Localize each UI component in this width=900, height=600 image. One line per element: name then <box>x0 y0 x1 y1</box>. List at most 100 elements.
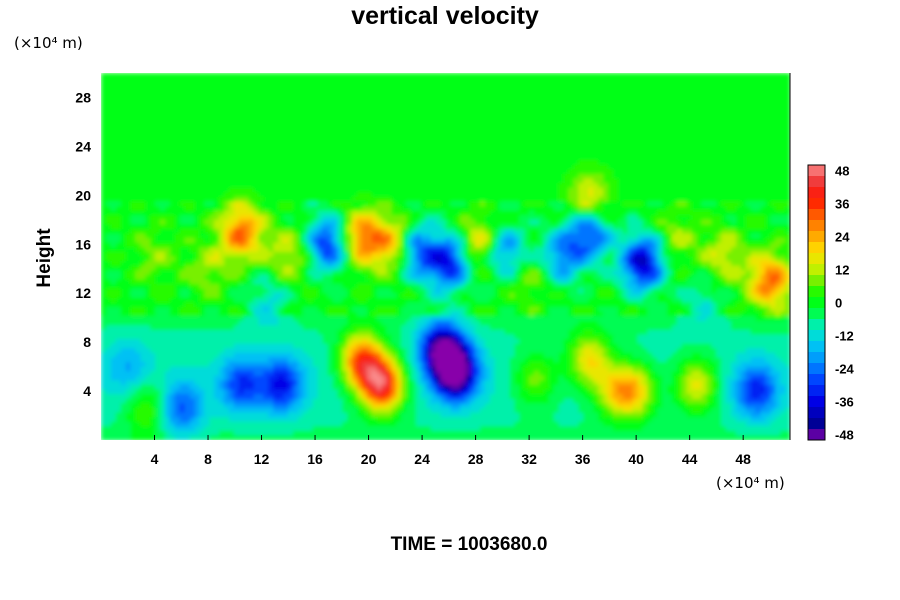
field-cell <box>135 128 141 134</box>
field-cell <box>726 128 732 134</box>
field-cell <box>297 132 304 138</box>
field-cell <box>101 118 107 125</box>
field-cell <box>258 128 265 134</box>
field-cell <box>105 109 112 115</box>
field-cell <box>760 192 766 198</box>
field-cell <box>155 123 161 129</box>
field-cell <box>110 114 117 120</box>
field-cell <box>155 233 161 239</box>
field-cell <box>558 233 565 239</box>
field-cell <box>406 173 412 180</box>
field-cell <box>647 187 653 193</box>
field-cell <box>745 114 752 120</box>
field-cell <box>657 118 663 125</box>
field-cell <box>662 201 668 207</box>
field-cell <box>598 224 604 230</box>
field-cell <box>775 164 781 170</box>
field-cell <box>224 100 230 106</box>
field-cell <box>578 169 584 175</box>
field-cell <box>381 132 388 138</box>
field-cell <box>514 160 520 166</box>
field-cell <box>622 91 629 97</box>
field-cell <box>676 160 683 166</box>
field-cell <box>706 137 712 143</box>
field-cell <box>484 109 491 115</box>
field-cell <box>307 206 314 212</box>
field-cell <box>706 192 712 198</box>
field-cell <box>676 215 683 221</box>
field-cell <box>125 132 132 138</box>
field-cell <box>258 160 265 166</box>
field-cell <box>396 77 402 83</box>
field-cell <box>696 109 703 115</box>
field-cell <box>755 173 762 180</box>
field-cell <box>647 164 653 170</box>
field-cell <box>430 146 437 152</box>
field-cell <box>666 86 673 92</box>
field-cell <box>726 132 732 138</box>
field-cell <box>529 183 535 189</box>
field-cell <box>588 196 594 203</box>
field-cell <box>361 224 368 230</box>
field-cell <box>726 95 732 102</box>
field-cell <box>770 73 776 79</box>
field-cell <box>361 114 368 120</box>
field-cell <box>258 206 265 212</box>
field-cell <box>706 100 712 106</box>
field-cell <box>539 150 545 157</box>
field-cell <box>342 73 348 79</box>
field-cell <box>214 183 220 189</box>
field-cell <box>430 173 437 180</box>
field-cell <box>406 77 412 83</box>
field-cell <box>598 210 604 216</box>
field-cell <box>691 91 698 97</box>
field-cell <box>711 141 717 147</box>
field-cell <box>745 160 752 166</box>
field-cell <box>706 187 712 193</box>
field-cell <box>593 219 599 225</box>
field-cell <box>543 73 550 79</box>
field-cell <box>120 128 127 134</box>
field-cell <box>283 224 289 230</box>
field-cell <box>366 196 373 203</box>
field-cell <box>297 219 304 225</box>
field-cell <box>199 183 205 189</box>
field-cell <box>504 164 511 170</box>
field-cell <box>209 150 215 157</box>
field-cell <box>391 206 397 212</box>
field-cell <box>666 82 673 88</box>
field-cell <box>740 201 747 207</box>
field-cell <box>647 91 653 97</box>
field-cell <box>607 224 614 230</box>
field-cell <box>494 169 501 175</box>
field-cell <box>337 219 343 225</box>
field-cell <box>292 192 299 198</box>
field-cell <box>701 82 707 88</box>
field-cell <box>209 141 215 147</box>
field-cell <box>101 192 107 198</box>
field-cell <box>563 192 570 198</box>
field-cell <box>593 210 599 216</box>
field-cell <box>243 91 250 97</box>
field-cell <box>765 196 771 203</box>
field-cell <box>632 187 639 193</box>
field-cell <box>371 233 378 239</box>
field-cell <box>381 178 388 184</box>
field-cell <box>204 114 210 120</box>
field-cell <box>470 77 476 83</box>
field-cell <box>174 192 181 198</box>
field-cell <box>730 169 737 175</box>
field-cell <box>214 155 220 161</box>
field-cell <box>120 95 127 102</box>
field-cell <box>386 201 392 207</box>
field-cell <box>391 137 397 143</box>
field-cell <box>509 233 515 239</box>
field-cell <box>430 169 437 175</box>
field-cell <box>317 150 324 157</box>
field-cell <box>140 173 146 180</box>
field-cell <box>455 178 461 184</box>
field-cell <box>657 215 663 221</box>
field-cell <box>174 219 181 225</box>
field-cell <box>253 183 260 189</box>
field-cell <box>366 173 373 180</box>
